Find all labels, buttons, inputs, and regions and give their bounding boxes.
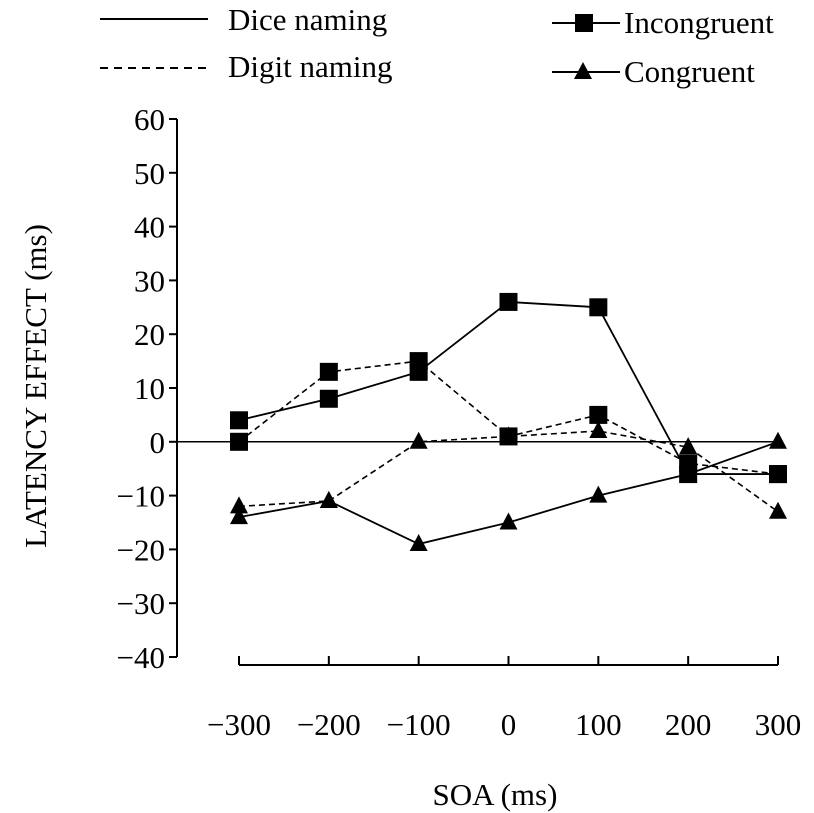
y-tick-label: 30 (134, 263, 165, 298)
data-point-digit-congruent (499, 426, 518, 444)
y-tick-label: −10 (117, 479, 165, 514)
data-point-digit-incongruent (409, 352, 428, 371)
data-point-digit-incongruent (230, 432, 248, 451)
x-tick-label: 0 (501, 707, 517, 742)
data-point-digit-incongruent (319, 362, 338, 381)
y-tick-label: 0 (150, 425, 166, 460)
data-point-digit-congruent (409, 431, 428, 449)
data-point-dice-congruent (409, 534, 428, 552)
y-tick-label: 20 (134, 317, 165, 352)
x-tick-label: −100 (387, 707, 451, 742)
legend-label-dice-naming: Dice naming (228, 2, 387, 37)
series-line-dice-incongruent (238, 301, 778, 475)
data-point-dice-incongruent (589, 298, 608, 317)
legend-label-congruent: Congruent (624, 54, 755, 89)
data-point-digit-congruent (319, 490, 338, 508)
x-tick-label: −300 (207, 707, 271, 742)
data-point-digit-incongruent (589, 405, 608, 424)
y-tick-label: 40 (134, 210, 165, 245)
y-tick-label: 50 (134, 156, 165, 191)
data-point-digit-congruent (230, 496, 248, 514)
y-tick-label: −30 (117, 586, 165, 621)
x-tick-label: −200 (297, 707, 361, 742)
y-tick-label: −20 (117, 532, 165, 567)
legend-label-incongruent: Incongruent (624, 5, 774, 40)
data-point-digit-incongruent (679, 454, 698, 473)
legend-square-marker-icon (575, 14, 593, 32)
data-point-dice-incongruent (499, 292, 518, 311)
data-point-dice-incongruent (319, 389, 338, 408)
data-point-digit-congruent (679, 437, 698, 455)
data-point-dice-congruent (499, 512, 518, 530)
data-point-digit-congruent (589, 421, 608, 439)
y-tick-label: 10 (134, 371, 165, 406)
y-tick-label: 60 (134, 102, 165, 137)
legend-label-digit-naming: Digit naming (228, 49, 392, 84)
data-point-dice-congruent (589, 485, 608, 503)
legend: Dice naming Digit naming Incongruent Con… (100, 2, 774, 89)
data-point-dice-incongruent (230, 411, 248, 430)
data-point-dice-congruent (230, 507, 248, 525)
y-tick-label: −40 (117, 640, 165, 675)
x-tick-label: 300 (755, 707, 802, 742)
data-point-digit-incongruent (769, 465, 787, 484)
x-axis-title: SOA (ms) (433, 777, 558, 812)
x-tick-label: 200 (665, 707, 712, 742)
data-point-dice-congruent (769, 431, 787, 449)
data-point-digit-congruent (769, 501, 787, 519)
series-group (230, 292, 787, 552)
data-point-dice-congruent (679, 464, 698, 482)
x-tick-label: 100 (575, 707, 622, 742)
y-axis-title: LATENCY EFFECT (ms) (18, 224, 53, 548)
legend-triangle-marker-icon (574, 62, 592, 79)
